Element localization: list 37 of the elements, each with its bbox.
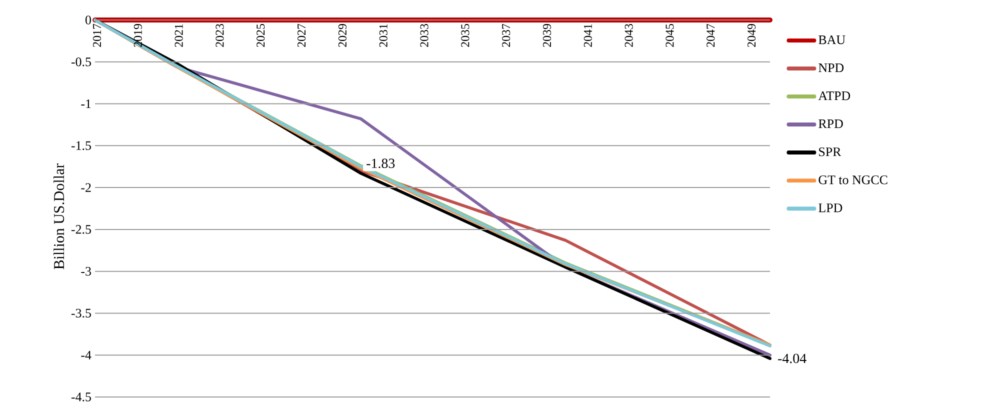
legend-label: BAU — [818, 36, 846, 44]
y-tick-label: 0 — [86, 16, 91, 24]
legend-label: RPD — [818, 120, 843, 128]
x-tick-label: 2019 — [134, 24, 142, 47]
y-tick-label: -4 — [81, 350, 92, 360]
data-label: -4.04 — [778, 354, 806, 364]
legend-label: SPR — [819, 147, 842, 156]
x-tick-label: 2035 — [461, 24, 470, 47]
x-tick-label: 2045 — [666, 24, 674, 47]
x-tick-label: 2043 — [624, 24, 633, 47]
legend-label: NPD — [818, 64, 844, 72]
y-tick-label: -2.5 — [71, 225, 91, 234]
data-label: -1.83 — [366, 158, 395, 168]
y-tick-label: -1 — [81, 100, 91, 108]
x-tick-label: 2039 — [542, 24, 552, 47]
x-tick-label: 2027 — [298, 24, 306, 47]
y-tick-label: -3.5 — [71, 308, 91, 318]
y-tick-label: -3 — [81, 266, 91, 276]
x-tick-label: 2025 — [256, 24, 265, 47]
legend-label: GT to NGCC — [818, 176, 888, 184]
legend-label: LPD — [818, 204, 842, 212]
x-tick-label: 2041 — [584, 24, 592, 47]
x-tick-label: 2023 — [216, 24, 224, 47]
y-axis-title: Billion US.Dollar — [54, 163, 64, 270]
x-tick-label: 2029 — [338, 24, 346, 47]
x-tick-label: 2021 — [174, 24, 183, 47]
x-tick-label: 2017 — [92, 24, 102, 47]
y-tick-label: -0.5 — [71, 57, 91, 66]
x-tick-label: 2049 — [748, 24, 756, 47]
y-tick-label: -1.5 — [71, 141, 91, 150]
x-tick-label: 2037 — [502, 24, 510, 47]
legend-label: ATPD — [818, 91, 850, 100]
x-tick-label: 2033 — [420, 24, 428, 47]
x-tick-label: 2047 — [706, 24, 715, 47]
y-tick-label: -4.5 — [71, 392, 91, 402]
y-tick-label: -2 — [81, 183, 91, 192]
x-tick-label: 2031 — [379, 24, 388, 47]
